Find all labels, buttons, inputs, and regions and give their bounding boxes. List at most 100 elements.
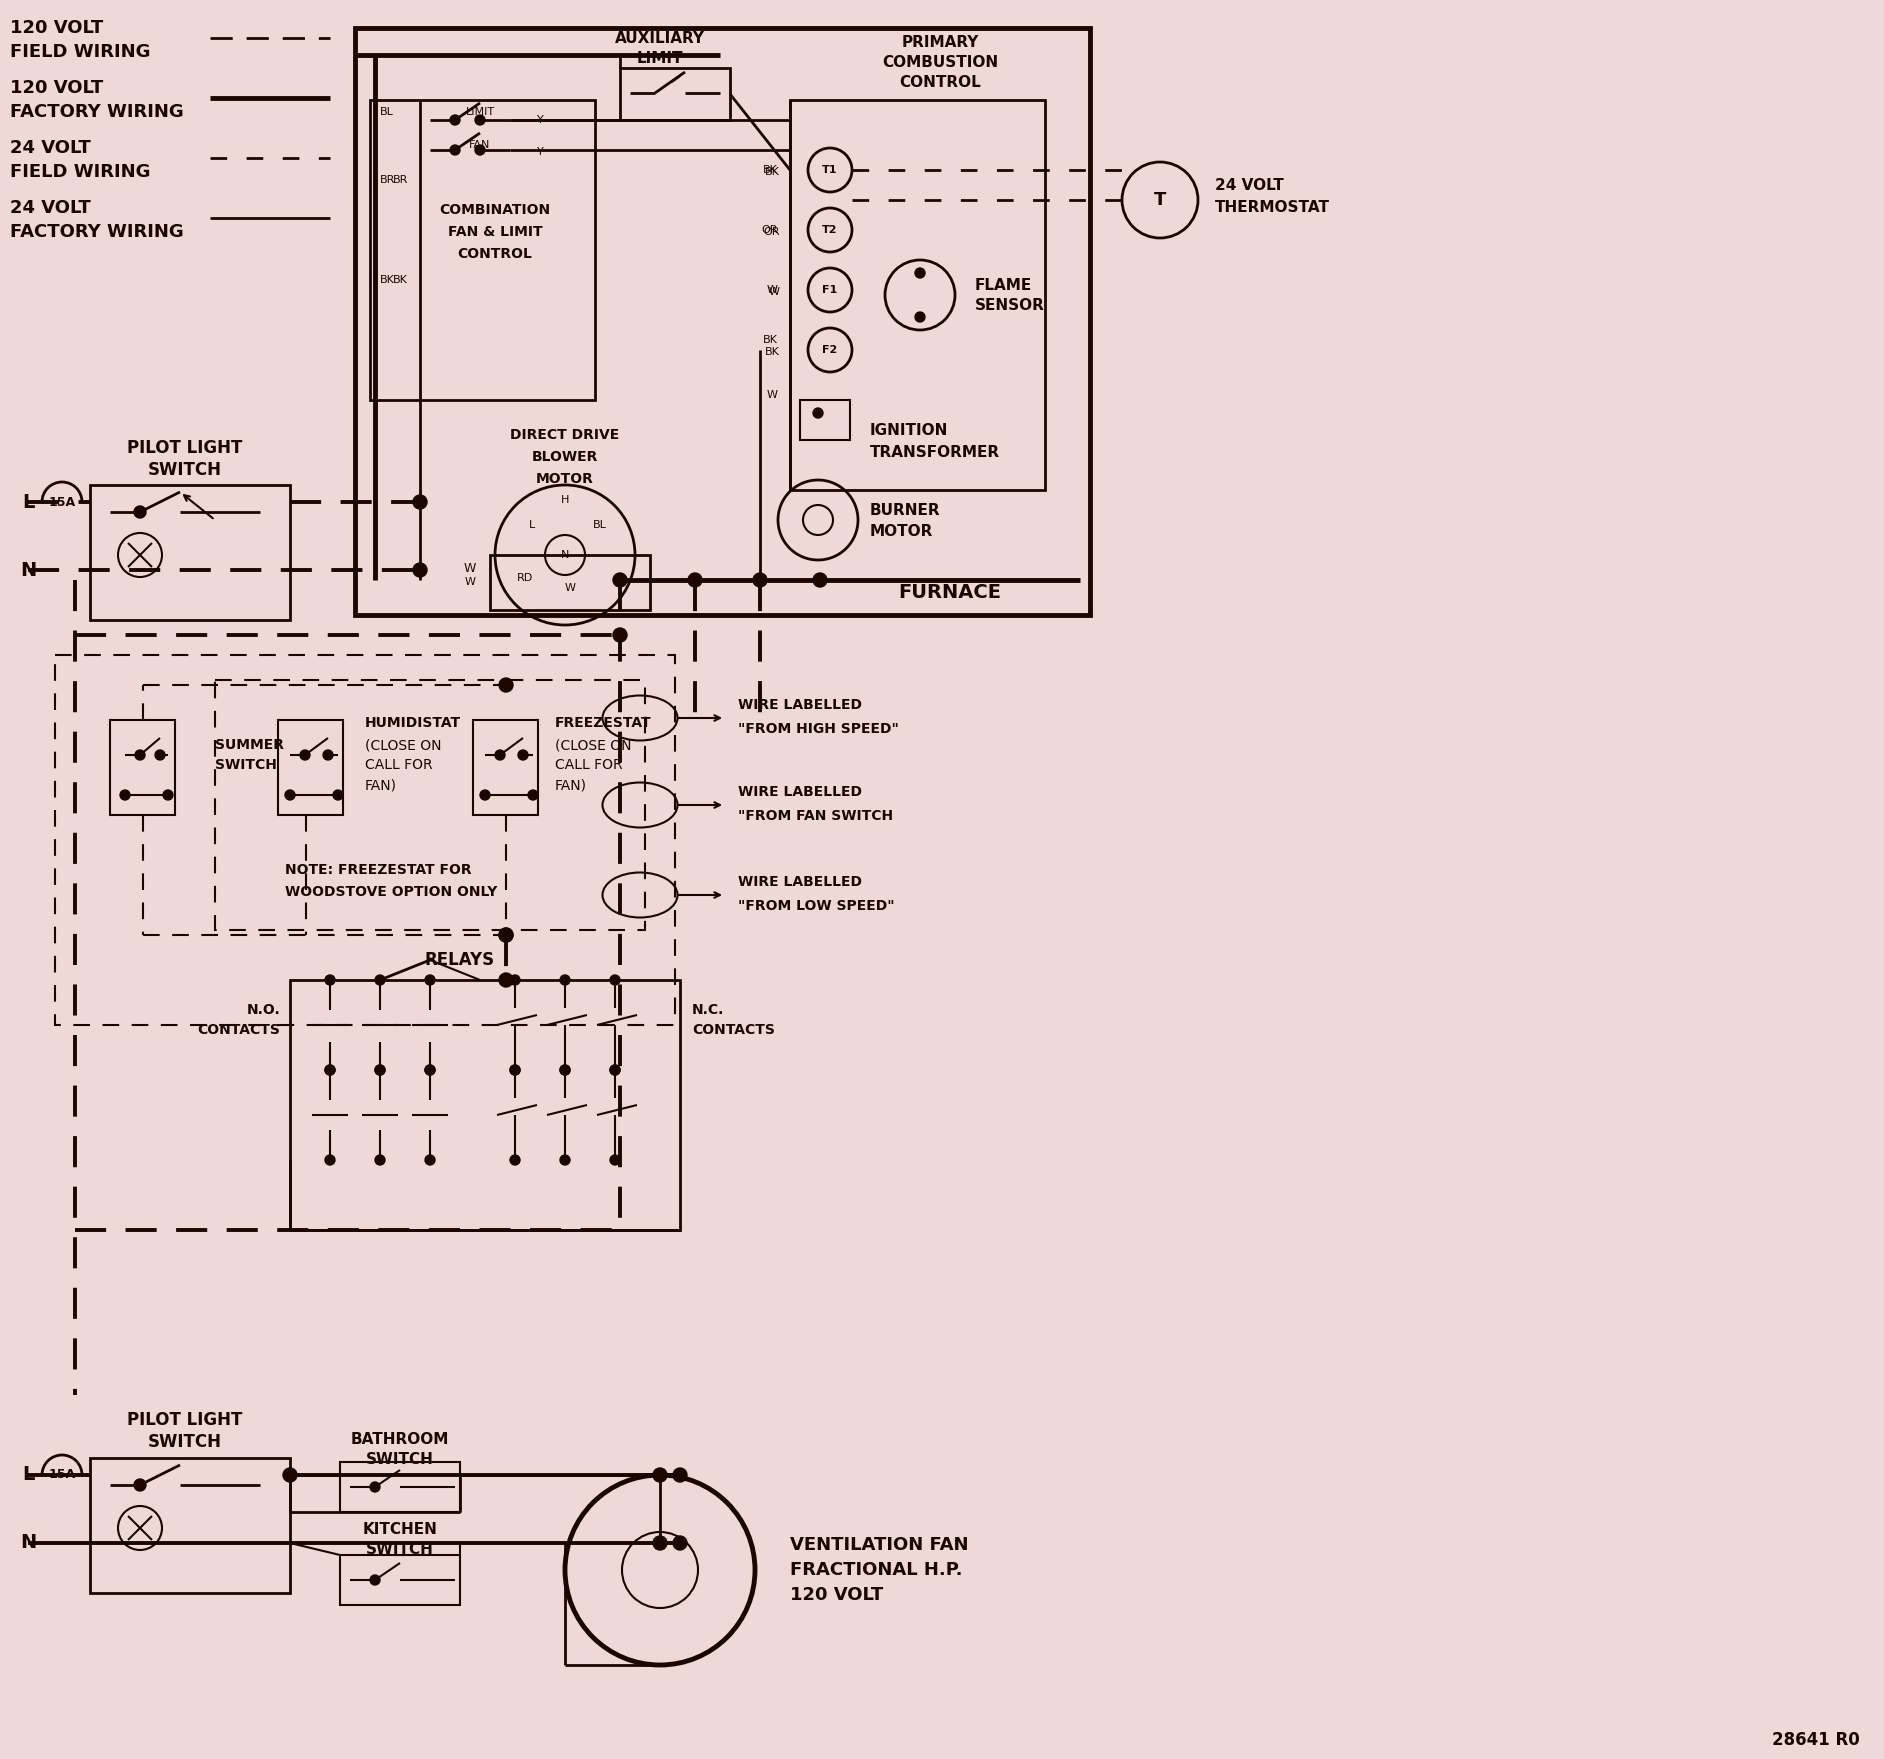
Text: SWITCH: SWITCH	[365, 1543, 433, 1557]
Circle shape	[518, 749, 528, 760]
Circle shape	[326, 1064, 335, 1075]
Text: (CLOSE ON: (CLOSE ON	[556, 739, 631, 753]
Text: 24 VOLT: 24 VOLT	[1215, 178, 1283, 192]
Text: WIRE LABELLED: WIRE LABELLED	[739, 785, 863, 799]
Circle shape	[610, 974, 620, 985]
Text: T: T	[1153, 192, 1166, 209]
Circle shape	[413, 563, 428, 577]
Text: 120 VOLT: 120 VOLT	[9, 79, 104, 97]
Text: CONTACTS: CONTACTS	[691, 1024, 774, 1038]
Circle shape	[673, 1469, 688, 1483]
Circle shape	[511, 1064, 520, 1075]
Text: SENSOR: SENSOR	[976, 297, 1046, 313]
Text: FIELD WIRING: FIELD WIRING	[9, 164, 151, 181]
Text: BL: BL	[381, 107, 394, 118]
Circle shape	[375, 1064, 384, 1075]
Text: AUXILIARY: AUXILIARY	[614, 30, 705, 46]
Circle shape	[688, 573, 703, 588]
Text: 120 VOLT: 120 VOLT	[789, 1587, 884, 1604]
Text: BATHROOM: BATHROOM	[350, 1432, 448, 1448]
Bar	[339, 1462, 460, 1513]
Text: CALL FOR: CALL FOR	[365, 758, 433, 772]
Circle shape	[916, 311, 925, 322]
Text: N: N	[21, 1534, 36, 1553]
Circle shape	[136, 749, 145, 760]
Text: FIELD WIRING: FIELD WIRING	[9, 42, 151, 62]
Circle shape	[300, 749, 311, 760]
Circle shape	[369, 1574, 381, 1585]
Text: BL: BL	[593, 521, 607, 529]
Text: BK: BK	[765, 167, 780, 178]
Bar	[290, 980, 680, 1230]
Text: H: H	[561, 494, 569, 505]
Text: L: L	[23, 493, 34, 512]
Text: SWITCH: SWITCH	[215, 758, 277, 772]
Text: "FROM FAN SWITCH: "FROM FAN SWITCH	[739, 809, 893, 823]
Circle shape	[426, 1064, 435, 1075]
Circle shape	[560, 1064, 571, 1075]
Text: W: W	[767, 285, 778, 296]
Text: RD: RD	[516, 573, 533, 582]
Bar	[354, 28, 1091, 616]
Circle shape	[375, 974, 384, 985]
Text: W: W	[769, 287, 780, 297]
Circle shape	[426, 1156, 435, 1164]
Text: T1: T1	[821, 165, 838, 174]
Text: F2: F2	[823, 345, 838, 355]
Circle shape	[154, 749, 166, 760]
Text: HUMIDISTAT: HUMIDISTAT	[365, 716, 462, 730]
Text: COMBINATION: COMBINATION	[439, 202, 550, 216]
Circle shape	[610, 1064, 620, 1075]
Bar	[620, 69, 729, 120]
Text: 120 VOLT: 120 VOLT	[9, 19, 104, 37]
Text: PILOT LIGHT: PILOT LIGHT	[128, 440, 243, 457]
Text: L: L	[23, 1465, 34, 1485]
Text: CONTACTS: CONTACTS	[198, 1024, 281, 1038]
Circle shape	[326, 1064, 335, 1075]
Circle shape	[283, 1469, 298, 1483]
Circle shape	[333, 790, 343, 800]
Bar	[473, 719, 539, 814]
Circle shape	[375, 1064, 384, 1075]
Bar	[801, 399, 850, 440]
Circle shape	[499, 677, 512, 691]
Text: MOTOR: MOTOR	[537, 471, 593, 485]
Circle shape	[450, 114, 460, 125]
Text: W: W	[463, 561, 477, 575]
Text: N.O.: N.O.	[247, 1003, 281, 1017]
Circle shape	[475, 144, 484, 155]
Circle shape	[475, 114, 484, 125]
Text: BK: BK	[763, 334, 778, 345]
Text: L: L	[529, 521, 535, 529]
Text: (CLOSE ON: (CLOSE ON	[365, 739, 441, 753]
Circle shape	[480, 790, 490, 800]
Circle shape	[654, 1536, 667, 1550]
Text: FAN & LIMIT: FAN & LIMIT	[448, 225, 543, 239]
Circle shape	[511, 1064, 520, 1075]
Circle shape	[326, 1156, 335, 1164]
Circle shape	[612, 628, 627, 642]
Text: 24 VOLT: 24 VOLT	[9, 139, 90, 157]
Circle shape	[121, 790, 130, 800]
Circle shape	[369, 1483, 381, 1492]
Text: W: W	[465, 577, 475, 588]
Circle shape	[375, 1156, 384, 1164]
Circle shape	[499, 973, 512, 987]
Text: FAN: FAN	[469, 141, 490, 150]
Text: T2: T2	[821, 225, 838, 236]
Bar	[109, 719, 175, 814]
Text: BK: BK	[381, 274, 396, 285]
Text: N: N	[561, 551, 569, 559]
Circle shape	[413, 494, 428, 508]
Bar	[90, 1458, 290, 1594]
Circle shape	[610, 1064, 620, 1075]
Text: VENTILATION FAN: VENTILATION FAN	[789, 1536, 968, 1553]
Text: FURNACE: FURNACE	[899, 582, 1002, 602]
Circle shape	[450, 144, 460, 155]
Text: "FROM HIGH SPEED": "FROM HIGH SPEED"	[739, 721, 899, 735]
Text: TRANSFORMER: TRANSFORMER	[870, 445, 1000, 459]
Circle shape	[164, 790, 173, 800]
Bar	[789, 100, 1046, 491]
Circle shape	[134, 1479, 145, 1492]
Circle shape	[322, 749, 333, 760]
